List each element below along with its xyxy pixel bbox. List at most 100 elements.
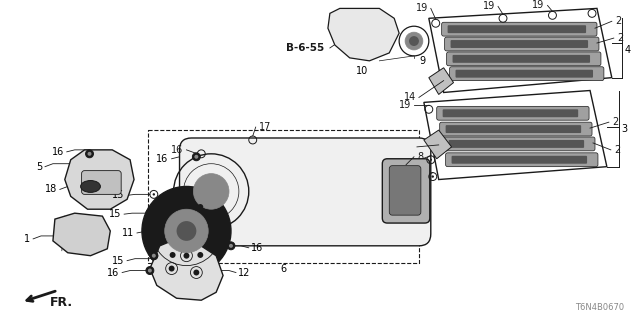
FancyBboxPatch shape [451, 40, 588, 48]
FancyBboxPatch shape [456, 70, 593, 78]
Text: T6N4B0670: T6N4B0670 [575, 303, 625, 312]
Circle shape [177, 221, 196, 241]
Circle shape [86, 150, 93, 158]
Circle shape [152, 254, 156, 258]
Circle shape [195, 155, 198, 159]
Polygon shape [429, 8, 612, 92]
Circle shape [229, 244, 233, 248]
Circle shape [435, 22, 437, 24]
Text: 13: 13 [402, 142, 414, 152]
Circle shape [148, 268, 152, 273]
Circle shape [193, 153, 200, 161]
FancyBboxPatch shape [445, 37, 599, 51]
Circle shape [156, 228, 162, 234]
Text: 19: 19 [399, 100, 411, 110]
Text: 19: 19 [399, 157, 411, 167]
Circle shape [148, 212, 151, 214]
Circle shape [169, 266, 175, 272]
Circle shape [146, 267, 154, 275]
Text: 15: 15 [112, 190, 124, 200]
Text: B-6-55: B-6-55 [286, 43, 324, 53]
Circle shape [170, 252, 175, 258]
Circle shape [200, 153, 202, 155]
Circle shape [252, 139, 254, 141]
Text: 11: 11 [122, 228, 134, 238]
Text: 16: 16 [172, 145, 184, 155]
Text: 7: 7 [172, 204, 179, 214]
Text: 16: 16 [156, 154, 169, 164]
Circle shape [170, 204, 175, 210]
Polygon shape [328, 8, 399, 61]
Text: 19: 19 [415, 4, 428, 13]
FancyBboxPatch shape [449, 140, 584, 148]
FancyBboxPatch shape [382, 159, 430, 223]
Text: 2: 2 [617, 33, 623, 43]
FancyBboxPatch shape [440, 122, 592, 136]
FancyBboxPatch shape [443, 137, 595, 151]
FancyBboxPatch shape [447, 25, 586, 33]
Text: 15: 15 [109, 209, 121, 219]
Text: 2: 2 [615, 16, 621, 26]
Circle shape [142, 187, 231, 276]
Text: 9: 9 [419, 56, 425, 66]
Text: FR.: FR. [50, 296, 73, 309]
Circle shape [152, 254, 155, 257]
Text: 16: 16 [52, 147, 64, 157]
FancyBboxPatch shape [180, 138, 431, 246]
Circle shape [429, 159, 432, 161]
Text: 8: 8 [417, 152, 423, 162]
Text: 10: 10 [356, 66, 369, 76]
Polygon shape [424, 91, 607, 180]
Polygon shape [65, 150, 134, 209]
Text: 1: 1 [24, 234, 30, 244]
Circle shape [591, 12, 593, 14]
Text: 18: 18 [45, 184, 57, 195]
Text: 14: 14 [404, 92, 416, 102]
Circle shape [184, 253, 189, 259]
Text: 19: 19 [399, 174, 411, 185]
Text: 15: 15 [112, 256, 124, 266]
Circle shape [150, 252, 158, 260]
Circle shape [197, 204, 204, 210]
Circle shape [405, 32, 423, 50]
Text: 2: 2 [612, 117, 618, 127]
Text: 6: 6 [280, 264, 287, 274]
FancyBboxPatch shape [442, 22, 597, 36]
Circle shape [211, 228, 217, 234]
Circle shape [193, 269, 199, 276]
Circle shape [409, 36, 419, 46]
Circle shape [193, 174, 229, 209]
Text: 16: 16 [251, 243, 263, 253]
Polygon shape [424, 130, 452, 159]
Circle shape [152, 193, 155, 196]
Text: 4: 4 [625, 45, 631, 55]
Text: 2: 2 [614, 145, 620, 155]
Text: 5: 5 [36, 162, 42, 172]
Text: 16: 16 [107, 268, 119, 277]
Circle shape [197, 252, 204, 258]
FancyBboxPatch shape [443, 109, 578, 117]
FancyBboxPatch shape [82, 171, 121, 194]
FancyBboxPatch shape [445, 153, 598, 167]
FancyBboxPatch shape [447, 52, 601, 66]
FancyBboxPatch shape [452, 156, 587, 164]
Polygon shape [429, 68, 454, 94]
Circle shape [502, 17, 504, 20]
Text: 12: 12 [238, 268, 250, 277]
Text: 3: 3 [621, 124, 628, 134]
Polygon shape [150, 239, 223, 300]
Polygon shape [53, 213, 110, 256]
Ellipse shape [81, 180, 100, 192]
Circle shape [164, 209, 208, 253]
Circle shape [227, 242, 235, 250]
Text: 19: 19 [532, 0, 545, 11]
Circle shape [88, 152, 92, 156]
FancyBboxPatch shape [445, 125, 581, 133]
Text: 17: 17 [259, 122, 271, 132]
FancyBboxPatch shape [452, 55, 590, 63]
FancyBboxPatch shape [389, 166, 421, 215]
Circle shape [428, 108, 430, 110]
FancyBboxPatch shape [449, 67, 604, 81]
FancyBboxPatch shape [436, 106, 589, 120]
Circle shape [551, 14, 554, 17]
